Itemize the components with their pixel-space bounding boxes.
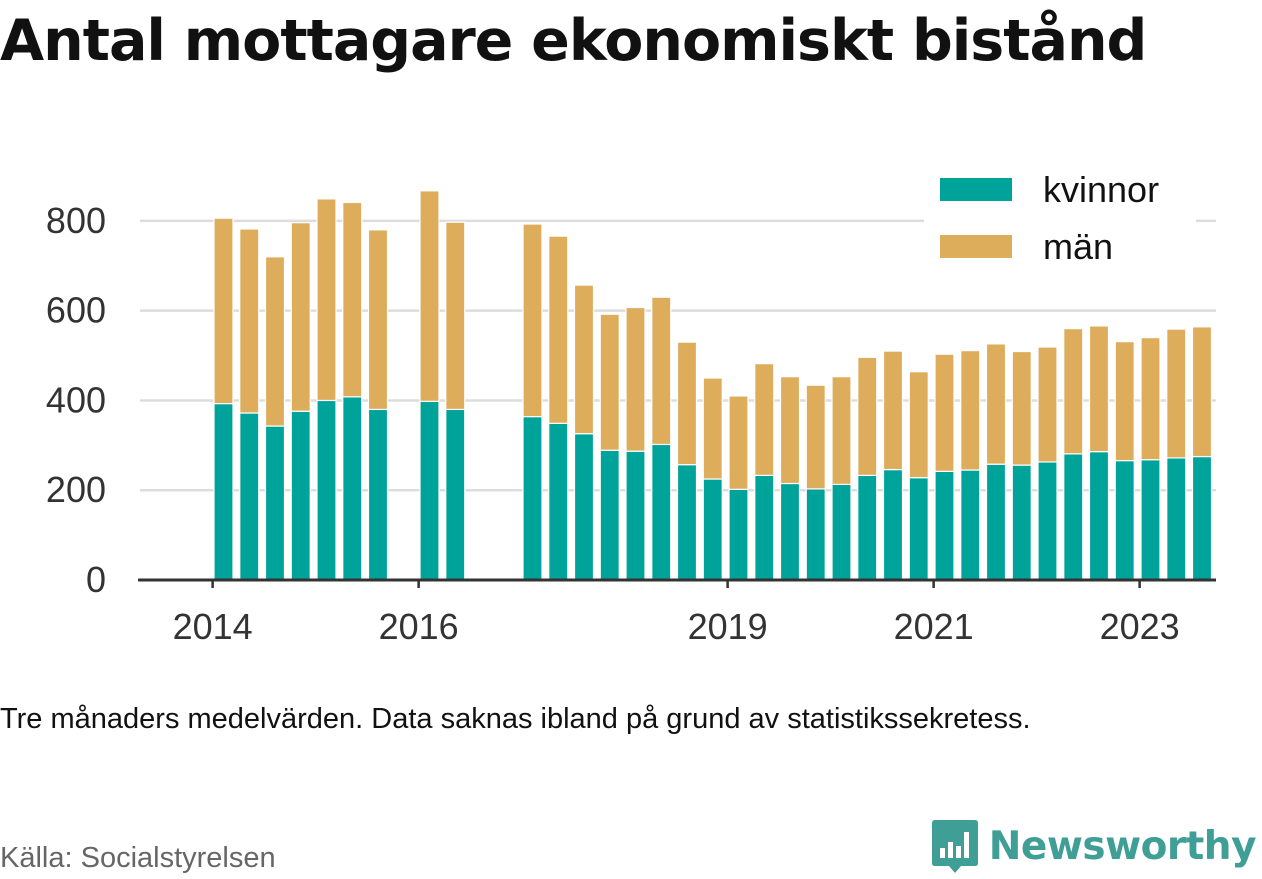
bar-kvinnor [599, 449, 620, 581]
y-tick-label: 800 [46, 200, 106, 241]
bar-kvinnor [754, 474, 775, 581]
bar-män [522, 223, 543, 418]
bar-kvinnor [779, 482, 801, 581]
bar-män [985, 343, 1007, 465]
stacked-bar-chart: 0 200 400 600 800 2014 2016 2019 2021 2023 kvinn… [46, 168, 1216, 647]
bar-män [651, 296, 672, 446]
legend-label-kvinnor: kvinnor [1043, 169, 1159, 210]
bar-kvinnor [522, 416, 543, 581]
bar-män [934, 353, 955, 472]
bar-män [805, 384, 826, 490]
bar-kvinnor [573, 433, 595, 581]
bar-män [239, 228, 260, 414]
bar-män [316, 198, 337, 402]
bar-kvinnor [676, 464, 698, 581]
legend-swatch-kvinnor [940, 178, 1012, 201]
bar-män [728, 395, 749, 490]
bar-män [1191, 326, 1213, 458]
bar-kvinnor [882, 468, 904, 581]
x-tick-label: 2023 [1100, 606, 1180, 647]
bar-kvinnor [934, 470, 955, 581]
bar-män [960, 350, 981, 471]
bar-chart-speech-bubble-icon [931, 820, 978, 873]
bar-män [290, 222, 311, 412]
bar-män [1088, 325, 1110, 453]
bar-kvinnor [342, 396, 363, 581]
bar-kvinnor [831, 483, 852, 581]
bar-kvinnor [857, 474, 878, 581]
bar-män [342, 201, 363, 398]
x-axis: 2014 2016 2019 2021 2023 [138, 578, 1216, 647]
bar-män [367, 229, 389, 411]
bar-kvinnor [1114, 459, 1135, 581]
bar-män [599, 313, 620, 451]
bar-män [754, 363, 775, 477]
bar-män [264, 256, 286, 427]
bar-kvinnor [1140, 459, 1161, 581]
x-tick-label: 2016 [379, 606, 459, 647]
x-tick-label: 2019 [688, 606, 768, 647]
bar-män [419, 190, 440, 402]
bar-kvinnor [702, 478, 723, 581]
legend: kvinnor män [924, 168, 1196, 278]
legend-swatch-män [940, 235, 1012, 258]
bar-kvinnor [651, 443, 672, 581]
bar-män [1063, 328, 1084, 455]
newsworthy-logo: Newsworthy [931, 818, 1257, 874]
bar-män [1037, 346, 1058, 463]
bar-män [1166, 328, 1187, 459]
bar-män [625, 306, 646, 452]
bar-män [882, 350, 904, 471]
bar-kvinnor [1011, 464, 1032, 581]
bar-män [548, 235, 569, 424]
source-label: Källa: Socialstyrelsen [0, 842, 276, 874]
bar-kvinnor [213, 402, 234, 581]
x-tick-label: 2014 [173, 606, 253, 647]
bar-män [1140, 337, 1161, 461]
bar-kvinnor [805, 488, 826, 581]
chart-title: Antal mottagare ekonomiskt bistånd [0, 8, 1147, 74]
bar-kvinnor [419, 400, 440, 581]
bar-kvinnor [625, 450, 646, 581]
bar-kvinnor [316, 399, 337, 581]
bar-män [779, 376, 801, 485]
bar-kvinnor [264, 425, 286, 581]
bar-män [1011, 350, 1032, 466]
bar-män [1114, 341, 1135, 462]
bar-kvinnor [985, 463, 1007, 581]
bar-män [908, 371, 929, 479]
bar-kvinnor [367, 408, 389, 581]
bar-kvinnor [445, 408, 466, 581]
bar-män [857, 356, 878, 477]
bar-kvinnor [728, 488, 749, 581]
bar-kvinnor [1166, 457, 1187, 581]
bar-kvinnor [239, 412, 260, 581]
bar-kvinnor [1191, 455, 1213, 581]
bar-kvinnor [1037, 461, 1058, 581]
x-tick-label: 2021 [894, 606, 974, 647]
bar-kvinnor [548, 422, 569, 581]
bar-män [213, 217, 234, 405]
bar-kvinnor [290, 410, 311, 581]
bar-män [445, 221, 466, 411]
bar-män [702, 377, 723, 480]
y-tick-label: 200 [46, 469, 106, 510]
brand-name: Newsworthy [988, 823, 1257, 869]
chart-note: Tre månaders medelvärden. Data saknas ib… [0, 703, 1031, 735]
y-axis-tick-labels: 0 200 400 600 800 [46, 200, 106, 600]
y-tick-label: 600 [46, 290, 106, 331]
bar-kvinnor [1088, 451, 1110, 581]
legend-label-män: män [1043, 226, 1113, 267]
bar-kvinnor [1063, 453, 1084, 581]
bar-män [573, 284, 595, 435]
bar-kvinnor [908, 477, 929, 581]
bar-män [676, 341, 698, 466]
y-tick-label: 0 [86, 559, 106, 600]
bar-män [831, 376, 852, 485]
bar-kvinnor [960, 469, 981, 581]
y-tick-label: 400 [46, 379, 106, 420]
